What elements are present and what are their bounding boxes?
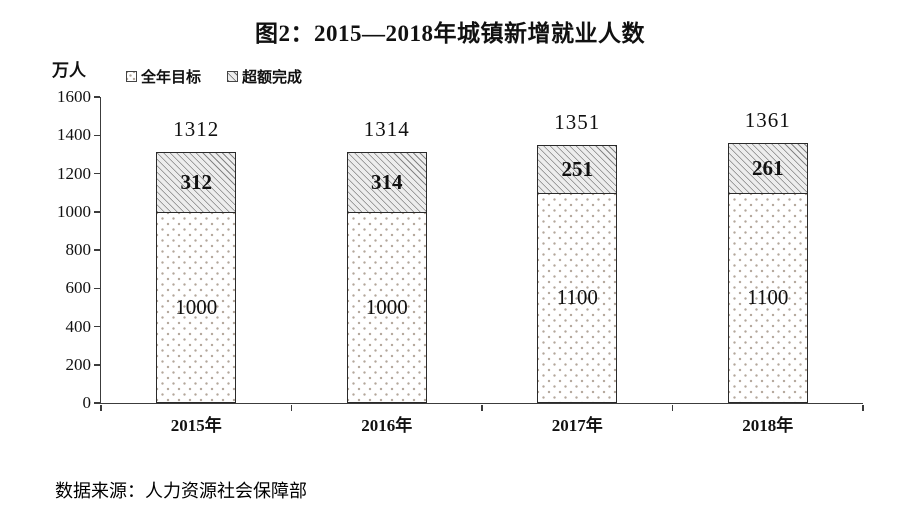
- y-tick-label: 400: [65, 316, 92, 336]
- data-source: 数据来源：人力资源社会保障部: [55, 481, 307, 501]
- y-tick-label: 1200: [57, 163, 91, 183]
- legend-item-annual-target: 全年目标: [126, 66, 201, 87]
- bar-segment-annual-target: 1100: [538, 193, 617, 402]
- x-axis-tick: [862, 404, 864, 411]
- bar-segment-value: 1000: [175, 294, 218, 319]
- x-axis-tick: [671, 404, 674, 411]
- x-category-label: 2015年: [170, 416, 222, 435]
- y-axis-tick: [93, 364, 100, 366]
- y-tick-label: 800: [65, 240, 92, 259]
- y-axis-tick: [93, 134, 100, 136]
- bar-segment-value: 1100: [556, 285, 598, 310]
- y-axis-tick: [93, 211, 100, 213]
- bar-segment-exceeded: 312: [157, 153, 236, 213]
- bar-segment-annual-target: 1100: [728, 193, 807, 402]
- y-axis-tick: [93, 172, 100, 175]
- y-axis-tick: [93, 402, 100, 404]
- legend-item-exceeded: 超额完成: [227, 66, 302, 87]
- stacked-bar: 251 1100 1351 2017年: [537, 110, 618, 435]
- bar-total-label: 1351: [554, 109, 601, 134]
- bar-segment-value: 312: [180, 169, 213, 194]
- stacked-bar: 261 1100 1361 2018年: [727, 108, 808, 435]
- legend: 全年目标 超额完成: [126, 66, 302, 87]
- bar-segment-annual-target: 1000: [347, 212, 426, 402]
- y-axis-unit-label: 万人: [52, 61, 86, 80]
- bar-total-label: 1312: [173, 117, 220, 142]
- bar-total-label: 1361: [744, 107, 791, 132]
- bar-segment-exceeded: 314: [347, 152, 426, 213]
- bar-segment-annual-target: 1000: [157, 212, 236, 402]
- bar-segment-value: 261: [752, 155, 784, 180]
- y-axis-tick: [93, 325, 100, 328]
- x-category-label: 2017年: [551, 416, 603, 435]
- x-axis-tick: [100, 404, 102, 411]
- legend-swatch-hatch-icon: [227, 71, 239, 82]
- x-axis-tick: [481, 404, 483, 411]
- y-tick-label: 600: [65, 278, 92, 298]
- stacked-bar: 314 1000 1314 2016年: [346, 117, 427, 435]
- bar-segment-exceeded: 251: [538, 145, 617, 194]
- y-tick-label: 0: [82, 393, 92, 412]
- x-category-label: 2016年: [361, 416, 413, 435]
- bar-segment-value: 1100: [747, 285, 789, 310]
- bar-segment-value: 314: [371, 169, 403, 194]
- bar-segment-value: 1000: [365, 294, 408, 319]
- y-tick-label: 1600: [57, 87, 91, 106]
- x-category-label: 2018年: [742, 416, 794, 435]
- x-axis-tick: [290, 404, 293, 411]
- bar-segment-exceeded: 261: [728, 143, 807, 194]
- legend-label-exceeded: 超额完成: [242, 70, 303, 86]
- chart-title: 图2：2015—2018年城镇新增就业人数: [255, 21, 645, 46]
- y-axis-tick: [93, 249, 100, 251]
- bar-total-label: 1314: [363, 116, 410, 141]
- y-tick-label: 1400: [57, 125, 91, 145]
- legend-swatch-dots-icon: [126, 71, 137, 82]
- plot-area: 0 200 400 600 800 1000 1200 1400 1600 312 1000 1312…: [57, 87, 864, 435]
- y-tick-label: 200: [65, 354, 92, 374]
- stacked-bar: 312 1000 1312 2015年: [156, 117, 237, 435]
- y-axis-tick: [93, 96, 100, 98]
- legend-label-annual-target: 全年目标: [141, 70, 202, 86]
- bar-segment-value: 251: [561, 156, 594, 181]
- y-axis-tick: [93, 287, 100, 289]
- y-tick-label: 1000: [57, 201, 91, 221]
